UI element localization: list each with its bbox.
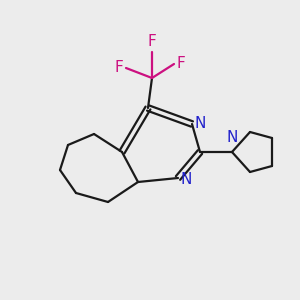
Text: F: F [114,61,123,76]
Text: N: N [181,172,192,187]
Text: F: F [148,34,156,49]
Text: F: F [177,56,186,71]
Text: N: N [195,116,206,130]
Text: N: N [226,130,238,145]
